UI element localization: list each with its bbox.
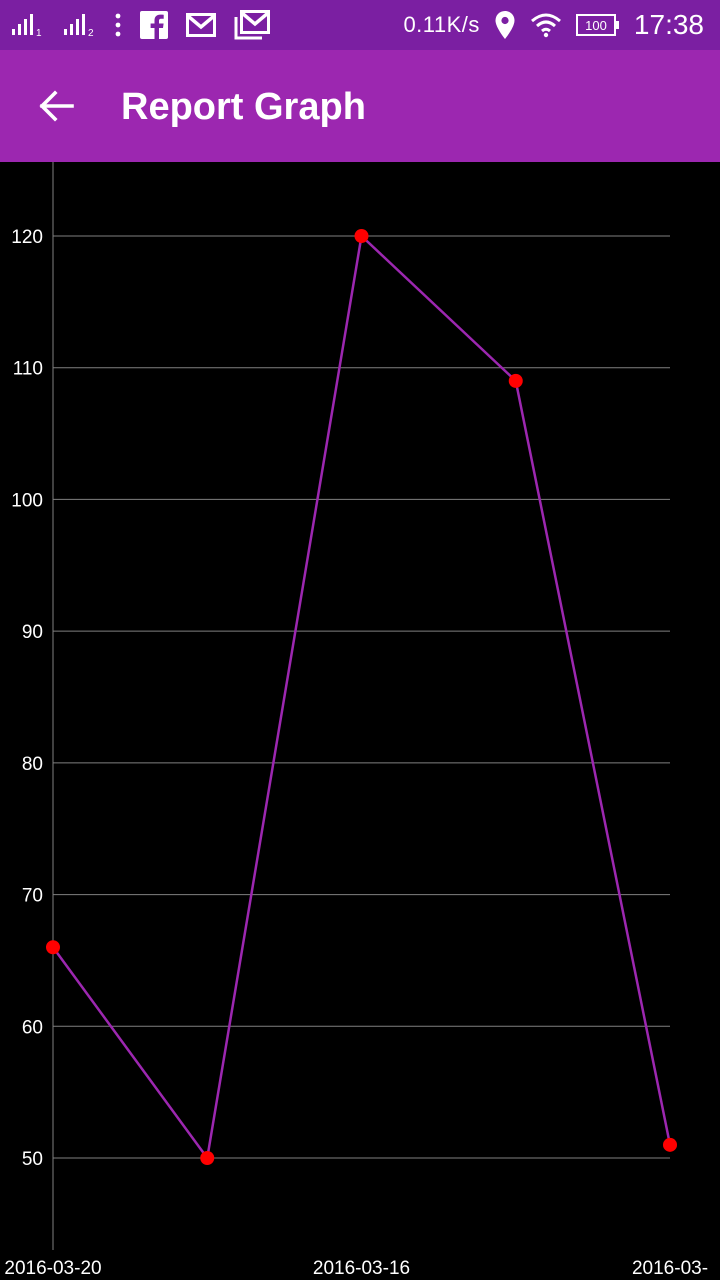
network-speed: 0.11K/s [403,12,480,37]
y-tick-label-100: 100 [11,490,43,511]
y-tick-label-70: 70 [22,886,43,907]
y-tick-label-90: 90 [22,622,43,643]
grid-layer [53,235,670,1159]
arrow-back-icon [38,89,74,127]
data-point-3 [508,373,523,388]
y-tick-label-80: 80 [22,754,43,775]
gmail-icon [186,13,216,37]
signal-sim2-icon: 2 [62,11,96,39]
x-tick-label-1: 2016-03-16 [313,1258,410,1279]
data-point-1 [200,1151,215,1165]
status-clock: 17:38 [633,9,704,40]
data-point-2 [354,229,369,243]
app-bar: Report Graph [0,50,720,162]
more-dots-icon [114,12,122,38]
status-right-icons: 0.11K/s 100 17:38 [403,0,704,50]
page-title: Report Graph [121,86,366,128]
chart-area: 50 60 70 80 90 100 110 120 2016-03-20 2016-03-16 2… [0,162,720,1280]
line-layer [51,235,672,1159]
signal-sim1-icon: 1 [10,11,44,39]
y-tick-label-60: 60 [22,1017,43,1038]
facebook-icon [140,11,168,39]
x-tick-label-0: 2016-03-20 [4,1258,101,1279]
wifi-icon [530,12,562,38]
y-tick-label-120: 120 [11,227,43,248]
data-point-4 [663,1137,677,1152]
back-button[interactable] [30,82,82,134]
battery-icon: 100 [575,14,620,36]
status-bar: 1 2 [0,0,720,50]
label-layer: 50 60 70 80 90 100 110 120 2016-03-20 2016-03-16 2… [4,227,708,1279]
status-left-icons: 1 2 [10,0,270,50]
x-tick-label-2: 2016-03- [632,1258,708,1279]
gmail-stack-icon [234,10,270,40]
battery-level: 100 [585,18,607,33]
y-tick-label-110: 110 [13,359,43,380]
data-point-0 [46,940,60,955]
series-line-segment-2 [360,235,517,382]
location-icon [494,10,516,40]
series-line-segment-3 [514,380,672,1146]
series-line-segment-1 [206,235,363,1159]
point-layer [46,229,677,1165]
report-line-chart: 50 60 70 80 90 100 110 120 2016-03-20 2016-03-16 2… [4,162,708,1279]
sim2-label: 2 [88,28,94,39]
sim1-label: 1 [36,28,42,39]
series-line-segment-0 [51,946,209,1159]
y-tick-label-50: 50 [22,1149,43,1170]
